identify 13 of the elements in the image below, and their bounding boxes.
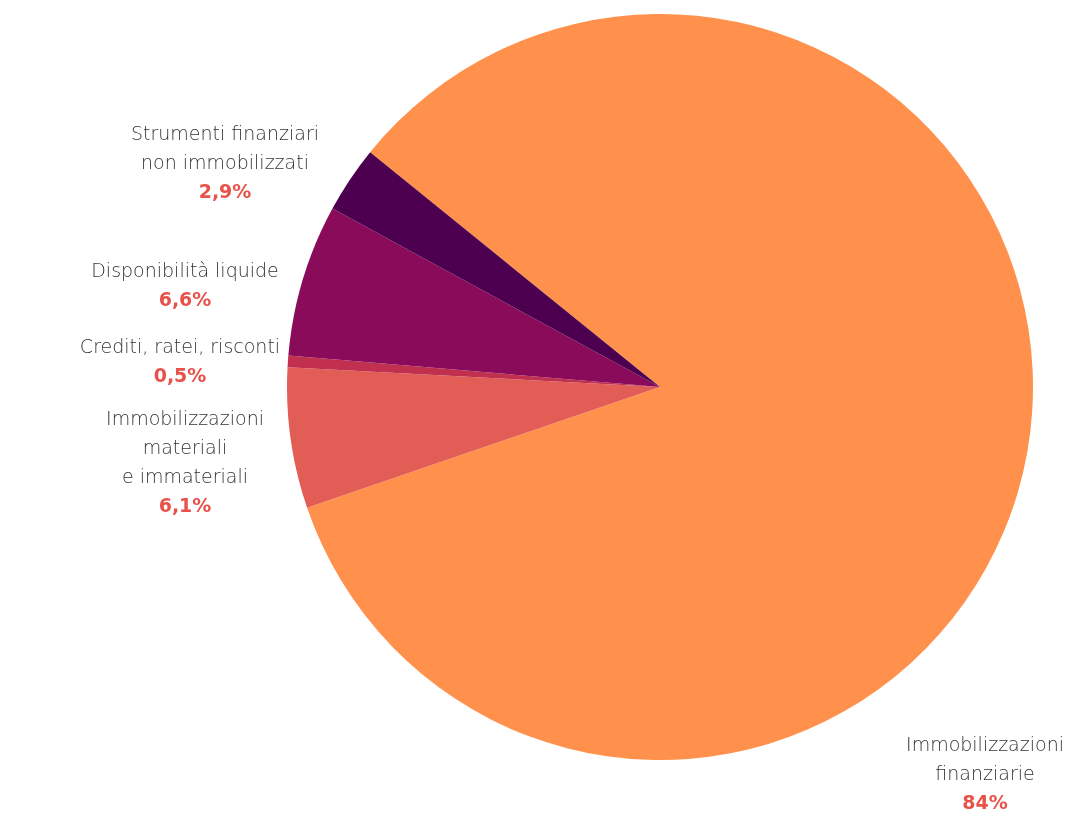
data-label: 84% (962, 791, 1008, 813)
slice-label: Disponibilità liquide (91, 259, 279, 281)
data-label: 6,1% (158, 494, 212, 516)
data-label: 6,6% (158, 288, 212, 310)
data-label: 0,5% (153, 364, 207, 386)
slice-label: Strumenti finanziari non immobilizzati (130, 122, 320, 173)
slice-label: Immobilizzazioni finanziarie (906, 733, 1064, 784)
pie-slice (332, 152, 660, 387)
slice-label: Immobilizzazioni materiali e immateriali (106, 407, 264, 487)
pie-slice (287, 367, 660, 508)
data-label: 2,9% (198, 180, 252, 202)
slice-label: Crediti, ratei, risconti (79, 335, 281, 357)
pie-slice (288, 208, 660, 387)
